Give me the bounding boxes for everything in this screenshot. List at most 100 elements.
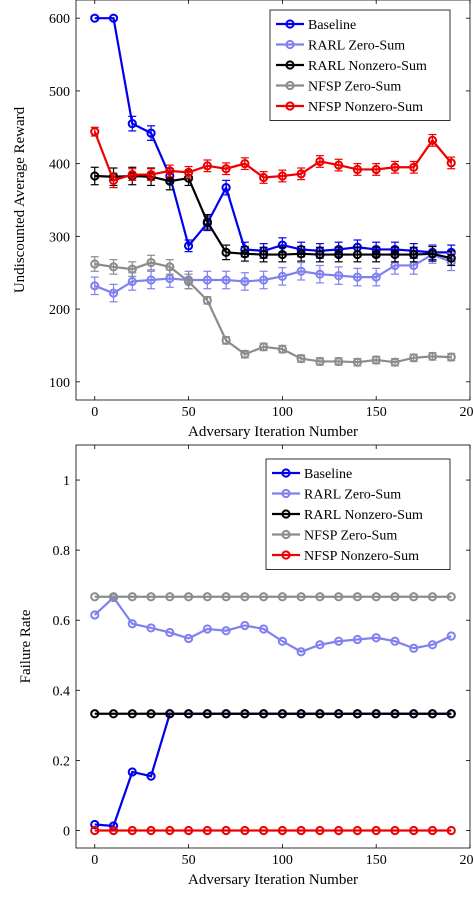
data-point <box>334 825 344 836</box>
data-point <box>202 709 212 719</box>
data-point <box>296 169 306 179</box>
data-point <box>127 767 137 777</box>
legend: Baseline RARL Zero-Sum RARL Nonzero-Sum NFS… <box>265 458 451 570</box>
data-point <box>202 275 212 285</box>
data-point <box>127 592 137 602</box>
data-point <box>427 709 438 719</box>
data-point <box>127 119 137 129</box>
data-point <box>108 825 119 836</box>
data-point <box>183 592 194 602</box>
data-point <box>183 241 194 251</box>
data-point <box>146 771 156 781</box>
data-point <box>127 169 137 180</box>
y-axis-label: Failure Rate <box>18 609 34 683</box>
legend-marker <box>281 529 291 540</box>
data-point <box>108 288 119 298</box>
data-point <box>221 335 231 345</box>
legend-label: NFSP Nonzero-Sum <box>308 100 423 115</box>
data-point <box>277 171 287 181</box>
data-point <box>165 592 175 602</box>
data-point <box>352 164 363 175</box>
y-axis-label: Undiscounted Average Reward <box>12 106 28 293</box>
data-point <box>183 825 194 836</box>
data-point <box>90 259 100 269</box>
data-point <box>202 624 212 634</box>
y-tick-label: 0.8 <box>53 544 71 559</box>
data-point <box>446 253 456 263</box>
data-point <box>315 156 325 167</box>
y-tick-label: 1 <box>63 474 70 489</box>
data-point <box>259 825 269 836</box>
legend-item: NFSP Zero-Sum <box>272 529 397 544</box>
data-point <box>296 353 306 364</box>
data-point <box>315 356 325 367</box>
series-rarl-zero-sum <box>90 245 456 303</box>
legend-item: NFSP Nonzero-Sum <box>272 549 419 564</box>
y-tick-label: 0.2 <box>53 754 71 769</box>
series-nfsp-nonzero-sum <box>90 126 456 189</box>
data-point <box>165 825 175 836</box>
legend-marker <box>285 80 295 91</box>
data-point <box>296 249 306 259</box>
data-point <box>90 825 100 836</box>
data-point <box>221 275 231 285</box>
data-point <box>334 356 344 367</box>
data-point <box>240 709 250 719</box>
data-point <box>446 631 456 641</box>
data-point <box>146 169 156 180</box>
series-nfsp-zero-sum <box>90 592 456 602</box>
data-point <box>259 592 269 602</box>
data-point <box>202 592 212 602</box>
x-tick-label: 100 <box>272 853 293 868</box>
data-point <box>90 709 100 719</box>
legend-marker <box>285 60 295 70</box>
data-point <box>371 592 381 602</box>
data-point <box>296 592 306 602</box>
legend-item: RARL Nonzero-Sum <box>272 508 423 523</box>
data-point <box>352 357 363 367</box>
data-point <box>446 352 456 362</box>
data-point <box>390 162 400 172</box>
data-point <box>390 825 400 836</box>
data-point <box>409 709 419 719</box>
data-point <box>165 166 175 176</box>
data-point <box>446 825 456 836</box>
legend-label: Baseline <box>304 467 352 482</box>
data-point <box>296 647 306 657</box>
data-point <box>296 266 306 276</box>
data-point <box>315 592 325 602</box>
data-point <box>315 825 325 836</box>
y-tick-label: 300 <box>49 230 70 245</box>
y-tick-label: 400 <box>49 158 70 173</box>
data-point <box>259 172 269 183</box>
data-point <box>352 825 363 836</box>
legend-marker <box>281 468 291 478</box>
data-point <box>334 636 344 646</box>
data-point <box>127 619 137 629</box>
legend-label: RARL Nonzero-Sum <box>308 59 427 74</box>
y-tick-label: 0 <box>63 824 70 839</box>
x-axis-label: Adversary Iteration Number <box>188 424 358 440</box>
series-rarl-zero-sum <box>90 592 456 657</box>
data-point <box>259 342 269 352</box>
data-point <box>146 592 156 602</box>
data-point <box>240 620 250 631</box>
data-point <box>108 592 119 602</box>
legend-marker <box>281 550 291 560</box>
data-point <box>390 592 400 602</box>
y-tick-label: 0.4 <box>53 684 71 699</box>
data-point <box>90 13 100 23</box>
series-line <box>94 712 452 828</box>
data-point <box>352 249 363 260</box>
data-point <box>221 825 231 836</box>
data-point <box>146 825 156 836</box>
data-point <box>165 176 175 186</box>
data-point <box>315 269 325 279</box>
data-point <box>371 355 381 365</box>
y-tick-label: 0.6 <box>53 614 71 629</box>
data-point <box>315 249 325 260</box>
data-point <box>146 709 156 719</box>
plot-frame <box>75 0 471 401</box>
legend-marker <box>281 488 291 499</box>
